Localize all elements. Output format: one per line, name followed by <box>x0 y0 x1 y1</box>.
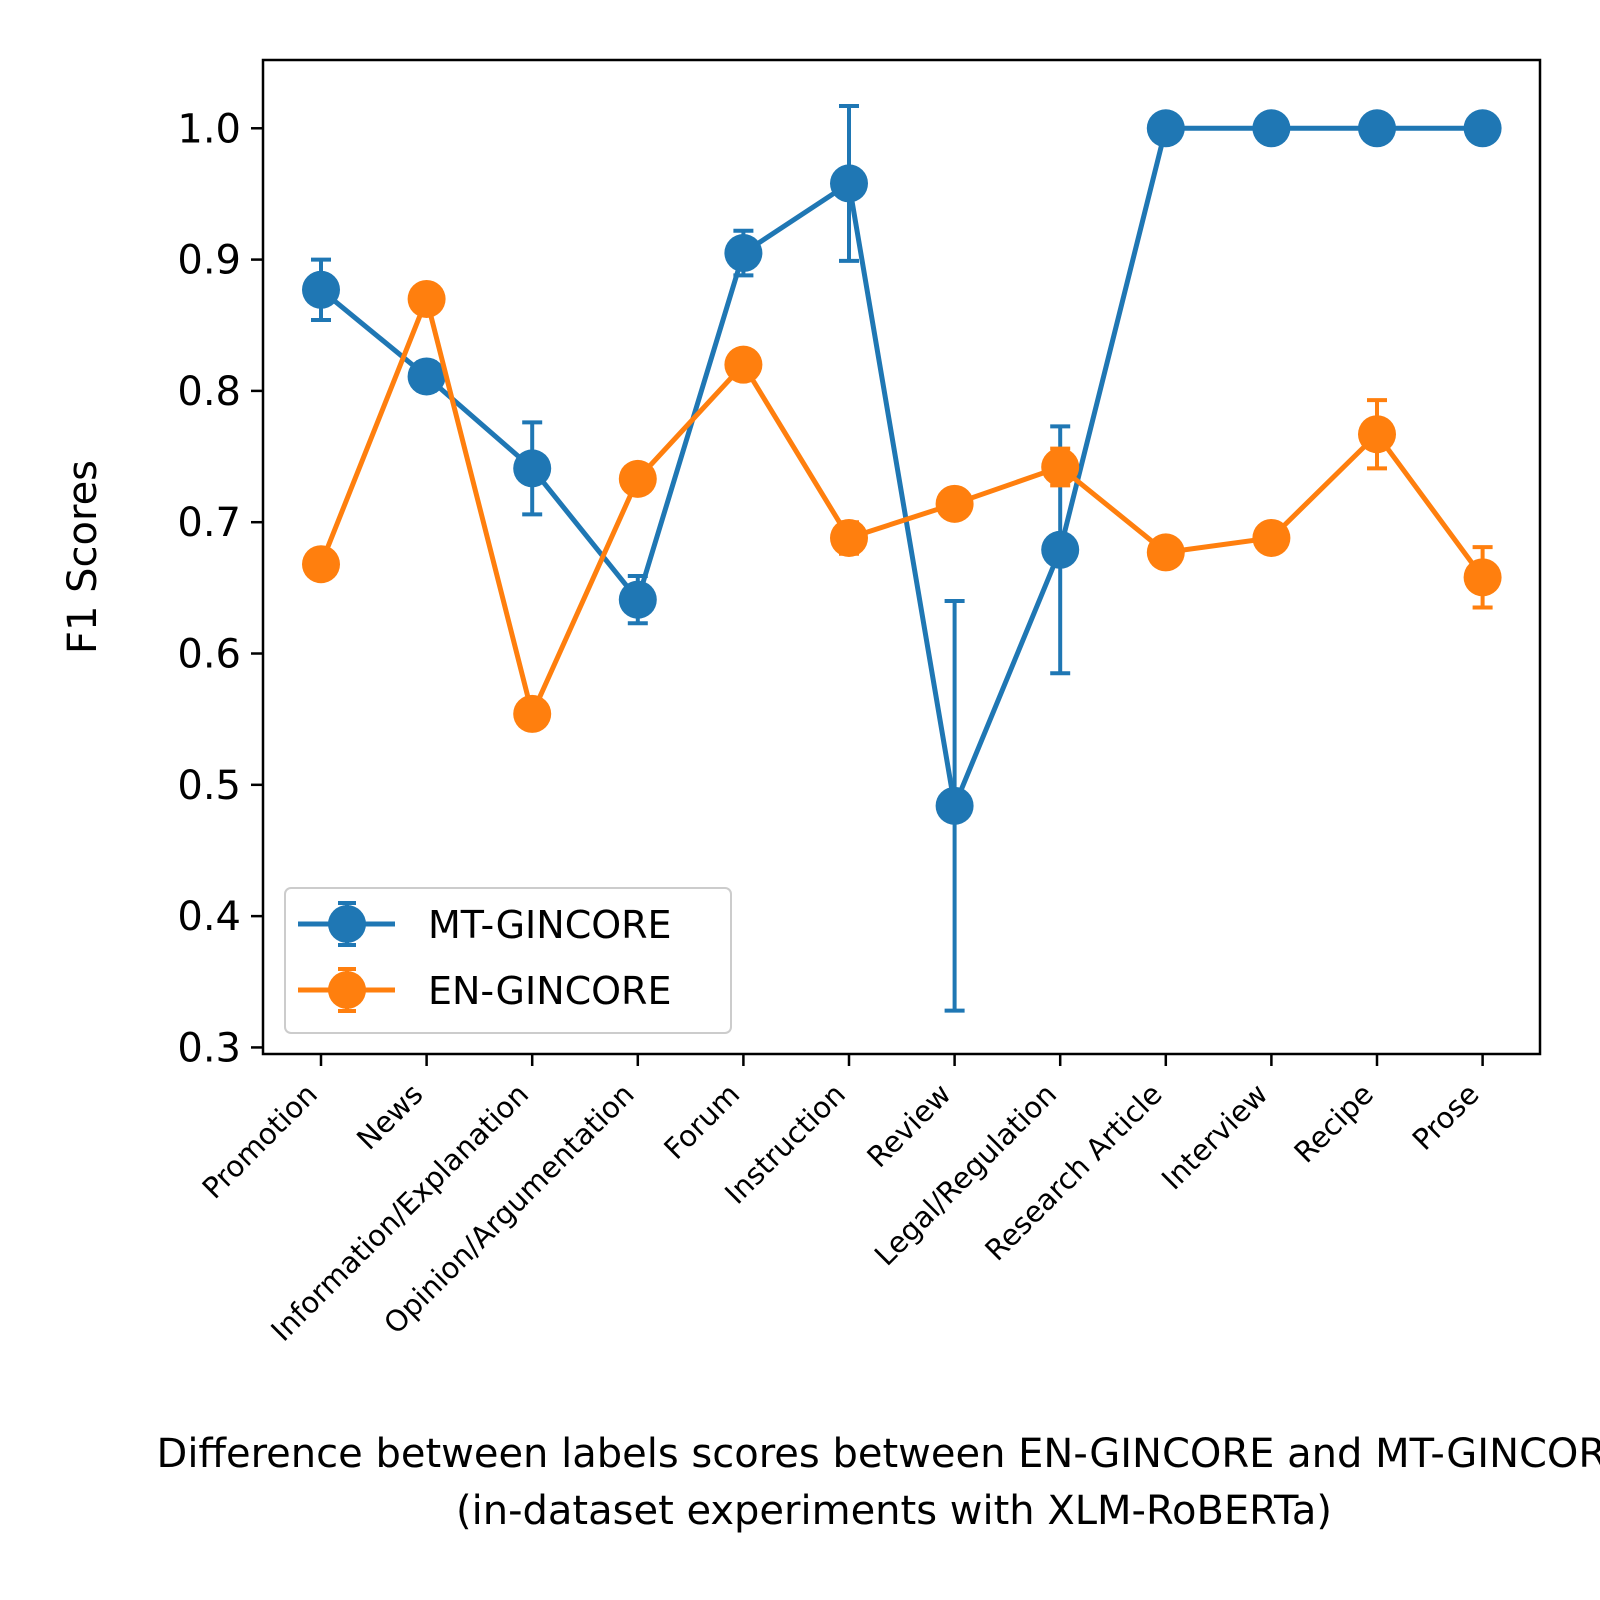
point-mt-gincore-research-article <box>1146 109 1185 148</box>
point-mt-gincore-news <box>407 357 446 396</box>
x-axis: Promotion NewsInformation/ExplanationOpin… <box>196 1054 1486 1348</box>
x-tick-label-prose: Prose <box>1406 1077 1486 1157</box>
x-tick-label-legal-regulation: Legal/Regulation <box>868 1077 1063 1272</box>
point-en-gincore-review <box>935 484 974 523</box>
y-tick-label-0-8: 0.8 <box>177 369 241 415</box>
point-en-gincore-information-explanation <box>513 694 552 733</box>
y-tick-label-0-9: 0.9 <box>177 238 241 284</box>
point-en-gincore-interview <box>1252 518 1291 557</box>
point-mt-gincore-prose <box>1463 109 1502 148</box>
plot-marks <box>302 103 1502 1013</box>
x-axis-label-line-2: (in-dataset experiments with XLM-RoBERTa… <box>456 1488 1332 1534</box>
point-en-gincore-recipe <box>1358 415 1396 454</box>
point-en-gincore-research-article <box>1146 533 1185 572</box>
point-en-gincore-instruction <box>830 518 868 557</box>
point-en-gincore-promotion <box>302 545 340 584</box>
x-tick-label-forum: Forum <box>657 1077 746 1166</box>
y-tick-label-0-6: 0.6 <box>177 632 241 678</box>
point-mt-gincore-instruction <box>830 164 868 203</box>
legend-item-mt-gincore: MT-GINCORE <box>298 901 672 947</box>
x-tick-label-promotion: Promotion <box>196 1077 324 1205</box>
point-mt-gincore-recipe <box>1358 109 1396 148</box>
point-en-gincore-opinion-argumentation <box>618 459 657 498</box>
point-en-gincore-legal-regulation <box>1041 448 1080 487</box>
x-tick-label-interview: Interview <box>1155 1077 1274 1196</box>
point-mt-gincore-legal-regulation <box>1041 530 1080 569</box>
y-tick-label-1-0: 1.0 <box>177 106 241 152</box>
series-line-en-gincore <box>318 296 1485 717</box>
point-mt-gincore-review <box>935 786 974 825</box>
x-tick-label-research-article: Research Article <box>978 1077 1168 1267</box>
point-mt-gincore-promotion <box>302 270 340 309</box>
legend-label-en-gincore: EN-GINCORE <box>428 969 671 1013</box>
legend-label-mt-gincore: MT-GINCORE <box>428 903 672 947</box>
x-tick-label-news: News <box>350 1077 429 1156</box>
y-tick-label-0-7: 0.7 <box>177 500 241 546</box>
point-en-gincore-forum <box>724 345 763 384</box>
point-mt-gincore-information-explanation <box>513 449 552 488</box>
y-axis-label: F1 Scores <box>60 460 106 654</box>
legend: MT-GINCORE EN-GINCORE <box>284 887 732 1034</box>
y-tick-label-0-4: 0.4 <box>177 894 241 940</box>
point-mt-gincore-interview <box>1252 109 1291 148</box>
legend-marker-en-gincore <box>328 971 366 1009</box>
x-tick-label-review: Review <box>860 1077 957 1174</box>
y-tick-label-0-5: 0.5 <box>177 763 241 809</box>
point-en-gincore-prose <box>1463 558 1502 597</box>
series-line-mt-gincore <box>319 125 1483 809</box>
point-mt-gincore-opinion-argumentation <box>618 580 657 619</box>
series-en-gincore <box>302 279 1502 733</box>
legend-marker-mt-gincore <box>328 905 366 943</box>
y-axis: 0.3 0.4 0.5 0.6 0.7 0.8 0.9 1.0 <box>177 106 263 1071</box>
legend-item-en-gincore: EN-GINCORE <box>298 967 671 1013</box>
plot-frame <box>261 58 1542 1056</box>
point-en-gincore-news <box>407 279 446 318</box>
series-mt-gincore <box>302 103 1502 1013</box>
x-tick-label-recipe: Recipe <box>1287 1077 1380 1170</box>
legend-box <box>284 887 732 1034</box>
y-tick-label-0-3: 0.3 <box>177 1025 241 1071</box>
x-axis-label-line-1: Difference between labels scores between… <box>157 1431 1600 1477</box>
point-mt-gincore-forum <box>724 234 763 273</box>
